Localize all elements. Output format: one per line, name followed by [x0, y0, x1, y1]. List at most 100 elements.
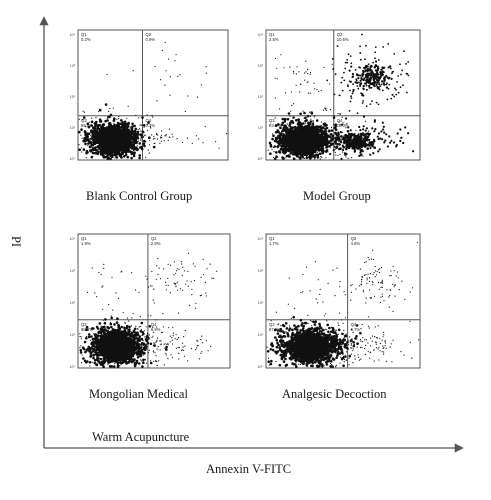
event-dot — [289, 126, 293, 130]
event-dot — [366, 68, 369, 71]
event-dot — [325, 157, 327, 159]
event-dot — [302, 110, 304, 112]
event-dot — [313, 150, 316, 152]
event-dot — [107, 154, 109, 156]
event-dot — [107, 143, 109, 145]
event-dot — [387, 66, 390, 69]
event-dot — [316, 142, 320, 146]
event-dot — [371, 100, 373, 102]
event-dot — [160, 140, 162, 142]
event-dot — [296, 149, 298, 151]
event-dot — [359, 132, 362, 135]
event-dot — [365, 84, 368, 87]
event-dot — [365, 44, 367, 47]
event-dot — [372, 81, 375, 84]
event-dot — [295, 155, 298, 157]
event-dot — [359, 154, 362, 157]
event-dot — [389, 141, 392, 144]
event-dot — [126, 151, 128, 153]
event-dot — [93, 122, 97, 125]
event-dot — [129, 126, 131, 128]
event-dot — [386, 145, 389, 148]
event-dot — [355, 79, 358, 82]
event-dot — [368, 138, 371, 141]
event-dot — [340, 81, 343, 84]
event-dot — [87, 135, 89, 137]
event-dot — [299, 91, 301, 93]
event-dot — [383, 131, 386, 134]
quadrant-percent-q1: 0.2% — [81, 37, 91, 42]
event-dot — [95, 129, 99, 133]
event-dot — [313, 142, 315, 145]
event-dot — [326, 79, 329, 82]
event-dot — [339, 153, 341, 155]
event-dot — [295, 84, 297, 86]
event-dot — [285, 150, 287, 152]
event-dot — [337, 136, 341, 140]
event-dot — [137, 138, 140, 140]
event-dot — [283, 126, 285, 129]
event-dot — [281, 137, 283, 139]
event-dot — [174, 60, 176, 62]
event-dot — [334, 134, 336, 136]
event-dot — [106, 119, 109, 122]
event-dot — [107, 115, 110, 119]
event-dot — [125, 141, 127, 143]
event-dot — [118, 134, 121, 136]
event-dot — [386, 76, 389, 79]
event-dot — [268, 141, 272, 145]
event-dot — [167, 139, 169, 141]
event-dot — [107, 134, 109, 136]
event-dot — [310, 111, 313, 114]
event-dot — [349, 80, 352, 83]
event-dot — [329, 108, 332, 111]
event-dot — [140, 321, 144, 325]
event-dot — [279, 132, 281, 134]
event-dot — [324, 147, 326, 149]
event-dot — [313, 126, 315, 128]
event-dot — [290, 91, 293, 93]
event-dot — [110, 133, 112, 135]
event-dot — [148, 136, 150, 139]
event-dot — [198, 138, 200, 140]
event-dot — [310, 146, 312, 148]
y-tick-label: 10² — [70, 95, 76, 99]
event-dot — [368, 72, 371, 75]
event-dot — [292, 147, 294, 149]
event-dot — [288, 155, 291, 158]
event-dot — [109, 113, 113, 117]
event-dot — [267, 149, 269, 151]
event-dot — [322, 109, 325, 111]
event-dot — [125, 129, 127, 131]
event-dot — [102, 140, 104, 142]
event-dot — [136, 131, 138, 133]
event-dot — [295, 143, 297, 145]
event-dot — [318, 138, 321, 141]
event-dot — [120, 119, 123, 122]
event-dot — [334, 148, 336, 150]
event-dot — [157, 134, 159, 136]
y-tick-label: 10⁰ — [258, 157, 264, 161]
event-dot — [118, 142, 120, 144]
event-dot — [349, 55, 352, 57]
event-dot — [399, 86, 402, 89]
event-dot — [113, 323, 116, 326]
event-dot — [390, 139, 393, 142]
event-dot — [352, 137, 356, 140]
event-dot — [110, 365, 113, 368]
event-dot — [175, 54, 177, 56]
event-dot — [134, 131, 136, 134]
event-dot — [79, 351, 83, 354]
event-dot — [310, 129, 312, 131]
event-dot — [406, 91, 408, 94]
event-dot — [356, 81, 359, 84]
event-dot — [149, 139, 151, 141]
event-dot — [291, 134, 294, 136]
event-dot — [282, 146, 284, 148]
event-dot — [318, 147, 320, 149]
event-dot — [113, 139, 115, 141]
event-dot — [305, 60, 307, 62]
event-dot — [390, 97, 393, 100]
event-dot — [348, 69, 351, 72]
event-dot — [298, 123, 302, 127]
